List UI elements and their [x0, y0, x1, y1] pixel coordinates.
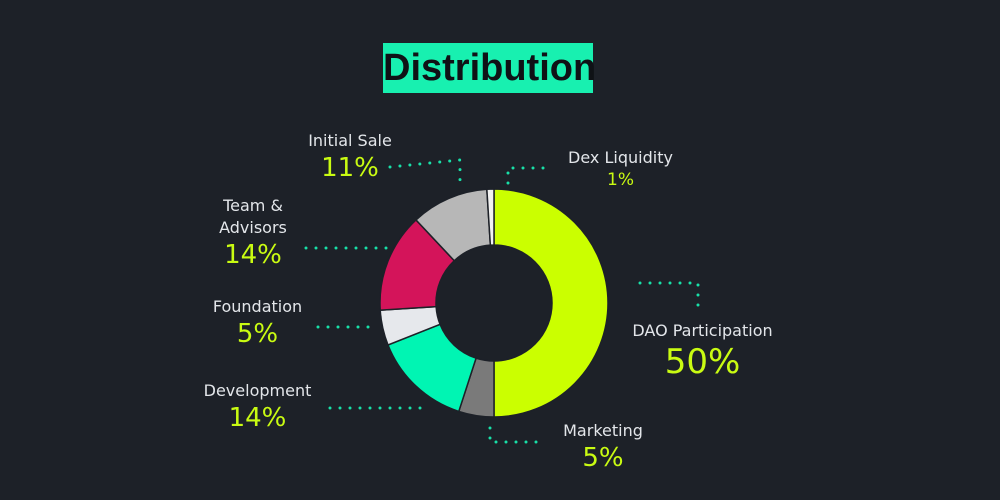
- leader-line-dao-participation: [638, 281, 700, 312]
- slice-percent: 11%: [321, 153, 379, 183]
- slice-label-dex-liquidity: Dex Liquidity 1%: [553, 147, 688, 191]
- slice-name: Team & Advisors: [219, 196, 287, 237]
- slice-percent: 1%: [607, 170, 634, 190]
- leader-line-initial-sale: [388, 158, 462, 190]
- chart-title: Distribution: [383, 43, 596, 93]
- leader-line-marketing: [488, 426, 547, 444]
- slice-percent: 5%: [236, 319, 279, 349]
- slice-name: Dex Liquidity: [568, 148, 673, 167]
- slice-percent: 14%: [228, 403, 287, 433]
- slice-name: Marketing: [563, 421, 643, 440]
- slice-name: Foundation: [212, 297, 303, 316]
- slice-name: Initial Sale: [308, 131, 392, 150]
- slice-label-development: Development 14%: [195, 380, 320, 434]
- slice-label-dao-participation: DAO Participation 50%: [625, 320, 780, 382]
- donut-slice-dex-liquidity: [486, 188, 495, 246]
- donut-slice-dao-participation: [493, 188, 609, 418]
- slice-name: DAO Participation: [632, 321, 773, 340]
- slice-percent: 14%: [224, 240, 282, 270]
- slice-label-initial-sale: Initial Sale 11%: [290, 130, 410, 184]
- slice-percent: 50%: [664, 342, 741, 382]
- slice-percent: 5%: [582, 443, 624, 473]
- slice-label-foundation: Foundation 5%: [200, 296, 315, 350]
- slice-name: Development: [203, 381, 312, 400]
- leader-line-dex-liquidity: [506, 166, 552, 185]
- slice-label-team-advisors: Team & Advisors 14%: [198, 195, 308, 271]
- slice-label-marketing: Marketing 5%: [548, 420, 658, 474]
